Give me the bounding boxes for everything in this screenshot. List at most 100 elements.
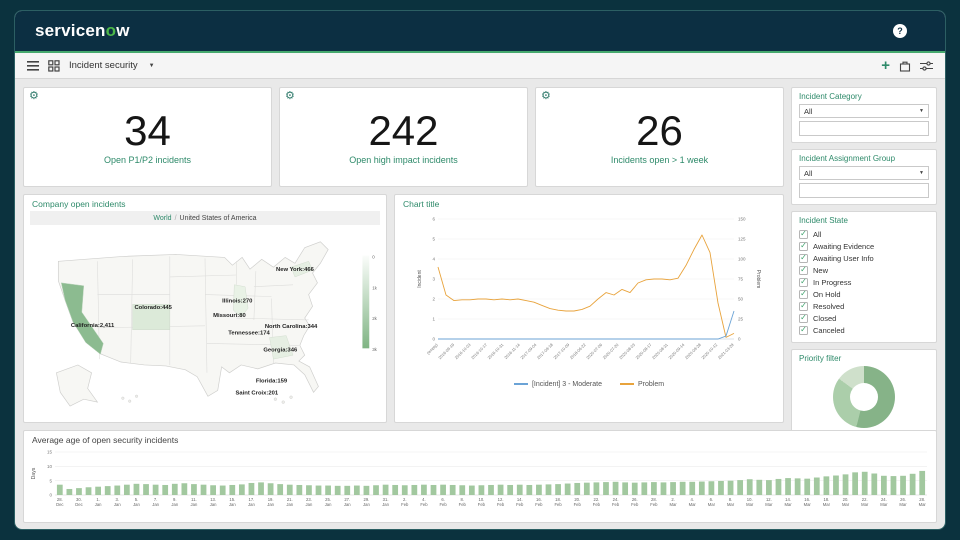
bar[interactable] [306, 485, 312, 495]
bar[interactable] [401, 485, 408, 495]
state-alaska[interactable] [55, 364, 99, 407]
bar[interactable] [536, 484, 542, 495]
bar[interactable] [104, 486, 111, 495]
bar[interactable] [881, 475, 887, 495]
checkbox[interactable]: ✓ [799, 253, 808, 263]
bar[interactable] [114, 485, 121, 495]
bar[interactable] [603, 482, 609, 495]
bar[interactable] [689, 481, 696, 495]
bar[interactable] [574, 482, 581, 495]
bar[interactable] [660, 482, 667, 495]
dashboard-picker[interactable]: Incident security [69, 60, 138, 71]
gear-icon[interactable]: ⚙ [541, 90, 551, 102]
checkbox[interactable]: ✓ [799, 265, 808, 275]
checkbox[interactable]: ✓ [799, 229, 808, 239]
bar[interactable] [651, 482, 657, 495]
bar[interactable] [421, 484, 427, 495]
state-checkbox-new[interactable]: ✓ New [799, 264, 929, 276]
kpi-card-open-1-week[interactable]: ⚙ 26 Incidents open > 1 week [535, 87, 784, 187]
bar[interactable] [909, 473, 916, 495]
bar[interactable] [468, 485, 475, 495]
bar[interactable] [162, 484, 169, 495]
bar[interactable] [344, 485, 351, 495]
legend-item-problem[interactable]: Problem [619, 381, 664, 388]
bar[interactable] [507, 484, 514, 495]
bar[interactable] [411, 484, 418, 495]
bar[interactable] [95, 486, 101, 495]
bar[interactable] [833, 475, 839, 495]
state-california[interactable] [60, 282, 104, 355]
bar[interactable] [191, 484, 197, 495]
bar[interactable] [516, 484, 523, 495]
state-colorado[interactable] [132, 304, 171, 331]
state-checkbox-canceled[interactable]: ✓ Canceled [799, 324, 929, 336]
bar[interactable] [229, 484, 236, 495]
hamburger-menu-icon[interactable] [27, 60, 39, 71]
bar[interactable] [785, 478, 791, 495]
incident-assignment-input[interactable] [799, 183, 929, 198]
bar[interactable] [698, 481, 705, 495]
bar[interactable] [123, 484, 130, 495]
bar[interactable] [200, 484, 207, 495]
bar[interactable] [756, 479, 763, 495]
bar[interactable] [286, 484, 293, 495]
dashboard-picker-caret-icon[interactable]: ▼ [148, 62, 155, 69]
bar[interactable] [488, 484, 494, 495]
checkbox[interactable]: ✓ [799, 301, 808, 311]
incident-category-select[interactable]: All ▼ [799, 104, 929, 118]
bar[interactable] [823, 476, 830, 495]
help-icon[interactable]: ? [893, 24, 907, 38]
breadcrumb-world-link[interactable]: World [153, 214, 172, 222]
bar[interactable] [392, 484, 399, 495]
bar[interactable] [315, 485, 322, 495]
state-checkbox-all[interactable]: ✓ All [799, 228, 929, 240]
kpi-card-p1p2[interactable]: ⚙ 34 Open P1/P2 incidents [23, 87, 272, 187]
bar[interactable] [545, 484, 552, 495]
bar[interactable] [564, 483, 571, 495]
bar[interactable] [363, 485, 370, 495]
gear-icon[interactable]: ⚙ [29, 90, 39, 102]
servicenow-logo[interactable]: servicenow [35, 21, 130, 41]
bar[interactable] [277, 484, 284, 495]
state-checkbox-awaiting-evidence[interactable]: ✓ Awaiting Evidence [799, 240, 929, 252]
bar[interactable] [641, 482, 648, 495]
bar[interactable] [478, 485, 485, 495]
bar[interactable] [871, 473, 878, 496]
bar[interactable] [526, 484, 533, 495]
bar[interactable] [813, 477, 820, 495]
bar[interactable] [766, 480, 772, 495]
bar[interactable] [622, 482, 629, 495]
checkbox[interactable]: ✓ [799, 241, 808, 251]
bar[interactable] [612, 481, 619, 495]
bar[interactable] [76, 488, 82, 495]
incident-assignment-select[interactable]: All ▼ [799, 166, 929, 180]
bar[interactable] [718, 480, 724, 495]
bar[interactable] [746, 479, 753, 495]
state-new-york[interactable] [290, 261, 313, 278]
state-checkbox-awaiting-user-info[interactable]: ✓ Awaiting User Info [799, 252, 929, 264]
bar[interactable] [382, 484, 389, 495]
bar[interactable] [708, 481, 715, 495]
bar[interactable] [219, 485, 226, 495]
bar[interactable] [670, 482, 676, 495]
filter-sliders-icon[interactable] [920, 60, 933, 72]
bar[interactable] [775, 478, 782, 495]
checkbox[interactable]: ✓ [799, 313, 808, 323]
bar[interactable] [430, 484, 437, 495]
checkbox[interactable]: ✓ [799, 277, 808, 287]
bar[interactable] [852, 472, 859, 495]
state-checkbox-closed[interactable]: ✓ Closed [799, 312, 929, 324]
bar[interactable] [497, 484, 504, 495]
bar[interactable] [727, 480, 734, 495]
bar[interactable] [900, 475, 906, 495]
incident-category-input[interactable] [799, 121, 929, 136]
state-checkbox-on-hold[interactable]: ✓ On Hold [799, 288, 929, 300]
bar[interactable] [555, 484, 561, 495]
bar[interactable] [66, 488, 73, 495]
add-widget-button[interactable]: + [881, 57, 890, 74]
bar[interactable] [804, 478, 811, 495]
checkbox[interactable]: ✓ [799, 289, 808, 299]
bar[interactable] [143, 484, 149, 495]
bar[interactable] [890, 476, 897, 495]
incident-problem-line-chart[interactable]: 0 1 2 3 4 5 6 0 25 50 75 100 125 150 Incident Problem (e… [395, 211, 783, 379]
